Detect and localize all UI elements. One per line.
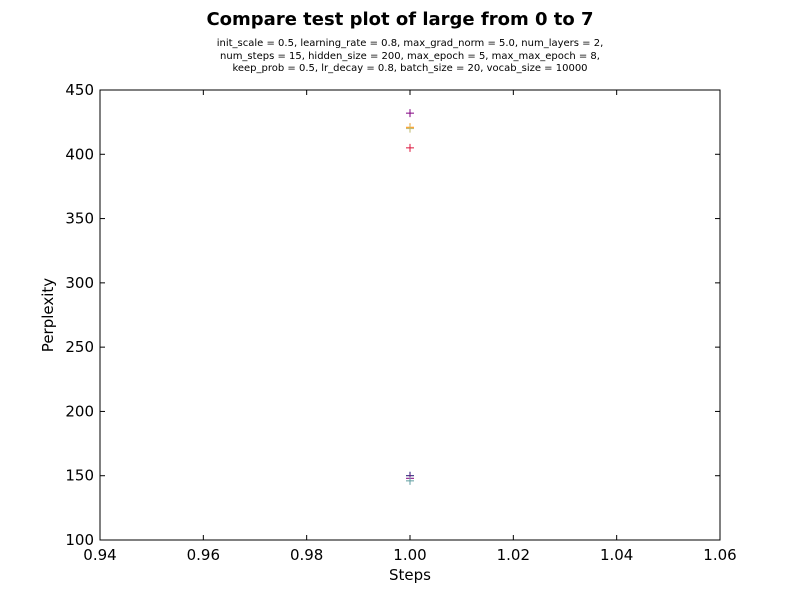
y-tick-label: 100 <box>65 531 94 549</box>
y-tick-label: 250 <box>65 338 94 356</box>
data-points <box>406 109 414 485</box>
y-tick-label: 400 <box>65 145 94 163</box>
chart-subtitle-line-2: num_steps = 15, hidden_size = 200, max_e… <box>220 51 600 62</box>
y-axis-title: Perplexity <box>39 278 57 352</box>
data-point <box>406 143 414 152</box>
y-tick-label: 300 <box>65 274 94 292</box>
x-tick-label: 1.04 <box>600 546 633 564</box>
x-tick-label: 1.00 <box>393 546 426 564</box>
data-point <box>406 124 414 133</box>
x-tick-label: 1.06 <box>703 546 736 564</box>
x-axis-title: Steps <box>389 566 431 584</box>
x-tick-label: 1.02 <box>497 546 530 564</box>
y-tick-label: 200 <box>65 402 94 420</box>
x-tick-label: 0.96 <box>187 546 220 564</box>
chart-title: Compare test plot of large from 0 to 7 <box>206 9 594 30</box>
chart-subtitle-line-3: keep_prob = 0.5, lr_decay = 0.8, batch_s… <box>232 63 588 74</box>
data-point <box>406 476 414 485</box>
axis-ticks: 0.94 0.96 0.98 1.00 1.02 1.04 1.06 100 150 200 250… <box>65 81 736 564</box>
y-tick-label: 350 <box>65 210 94 228</box>
data-point <box>406 109 414 118</box>
chart-subtitle-line-1: init_scale = 0.5, learning_rate = 0.8, m… <box>216 38 604 49</box>
x-tick-label: 0.98 <box>290 546 323 564</box>
x-tick-label: 0.94 <box>83 546 116 564</box>
y-tick-label: 450 <box>65 81 94 99</box>
y-tick-label: 150 <box>65 467 94 485</box>
